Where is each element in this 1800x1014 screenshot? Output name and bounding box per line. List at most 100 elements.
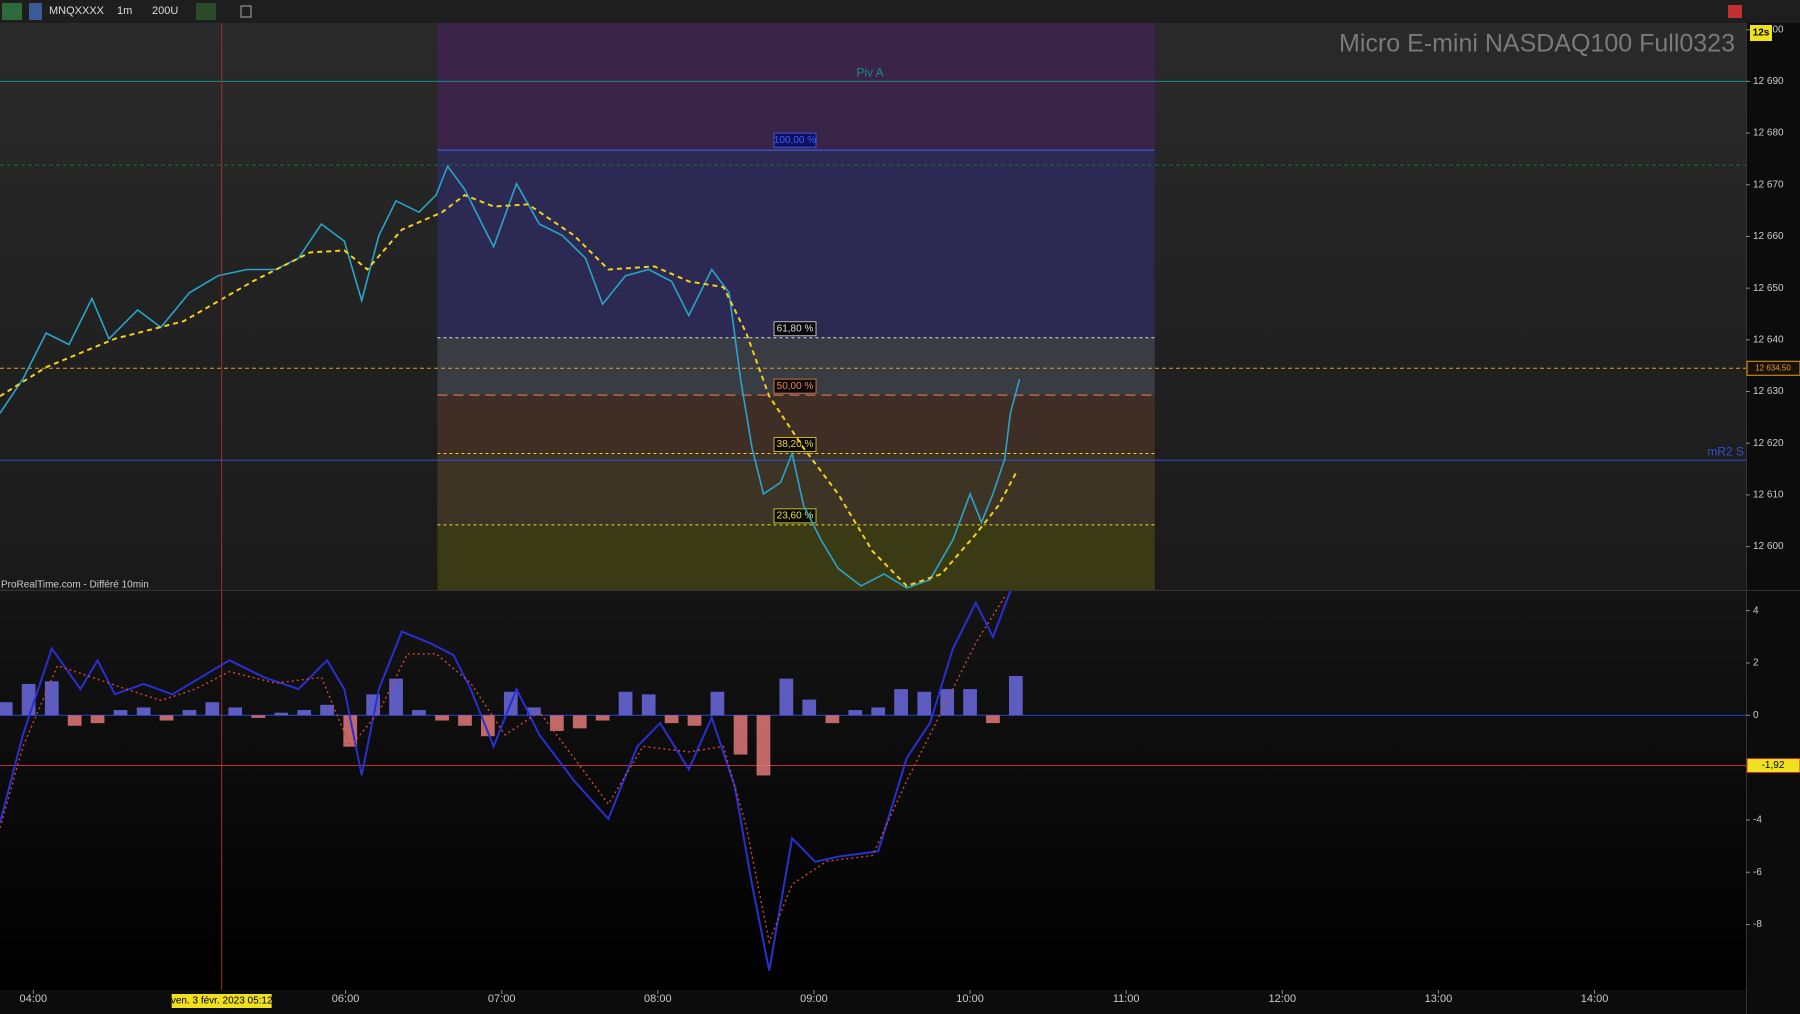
histogram-bar	[389, 678, 403, 716]
units[interactable]: 200U	[152, 5, 178, 17]
y-tick-label: -8	[1753, 919, 1762, 930]
y-tick-label: 12 620	[1753, 438, 1784, 449]
value-tag-label: -1,92	[1762, 760, 1785, 771]
y-tick-label: 12 680	[1753, 128, 1784, 139]
y-tick-label: -6	[1753, 867, 1762, 878]
value-tag-label: 12 634,50	[1755, 363, 1791, 372]
fib-zone	[437, 150, 1155, 338]
histogram-bar	[435, 715, 449, 721]
histogram-bar	[21, 683, 36, 716]
indicator-line	[0, 590, 1012, 971]
y-tick-label: 12 640	[1753, 334, 1784, 345]
icon[interactable]	[29, 3, 42, 20]
histogram-bar	[825, 715, 840, 724]
histogram-bar	[572, 715, 587, 729]
fib-zone	[437, 23, 1155, 151]
histogram-bar	[297, 710, 312, 716]
indicator-panel	[0, 591, 1746, 990]
histogram-bar	[963, 689, 977, 716]
fib-label: 38,20 %	[777, 439, 814, 450]
x-tick-label: 07:00	[488, 993, 516, 1005]
value-tag	[1746, 360, 1800, 376]
y-tick-label: 12 610	[1753, 490, 1784, 501]
x-tick-label: 06:00	[332, 993, 360, 1005]
y-tick-label: 12 670	[1753, 179, 1784, 190]
fib-label-box	[773, 378, 817, 394]
y-tick-label: 0	[1753, 710, 1759, 721]
x-tick-label: 10:00	[956, 993, 984, 1005]
histogram-bar	[756, 715, 771, 776]
y-tick-label: 12 690	[1753, 76, 1784, 87]
histogram-bar	[159, 715, 174, 721]
x-tick-label: 14:00	[1581, 993, 1609, 1005]
timeframe[interactable]: 1m	[117, 5, 132, 17]
x-tick-label: 08:00	[644, 993, 672, 1005]
histogram-bar	[0, 702, 13, 716]
sync-icon[interactable]	[1728, 5, 1742, 18]
fib-label: 61,80 %	[777, 323, 814, 334]
source-note: ProRealTime.com - Différé 10min	[1, 580, 149, 591]
badge-box	[1750, 25, 1772, 41]
info-icon[interactable]	[240, 5, 252, 18]
x-tick-label: 12:00	[1269, 993, 1297, 1005]
histogram-bar	[664, 715, 679, 724]
fib-label: 100,00 %	[774, 135, 816, 146]
y-tick-label: 2	[1753, 658, 1759, 669]
histogram-bar	[527, 707, 541, 716]
histogram-bar	[871, 707, 886, 716]
y-tick-label: -4	[1753, 815, 1762, 826]
histogram-bar	[274, 712, 289, 716]
fib-label: 23,60 %	[777, 511, 814, 522]
x-tick-label: 11:00	[1113, 993, 1140, 1005]
histogram-bar	[67, 715, 82, 726]
cursor-label-box	[171, 994, 272, 1008]
level-label: mR2 S	[1707, 444, 1744, 458]
chart-title: Micro E-mini NASDAQ100 Full0323	[1339, 30, 1735, 58]
histogram-bar	[641, 694, 656, 716]
toolbar	[0, 0, 1800, 23]
x-tick-label: 04:00	[20, 993, 48, 1005]
histogram-bar	[1008, 676, 1023, 716]
price-line	[0, 193, 1019, 588]
histogram-bar	[251, 715, 266, 718]
histogram-bar	[90, 715, 105, 724]
y-axis-band	[1746, 23, 1800, 1014]
histogram-bar	[228, 707, 243, 716]
histogram-bar	[205, 702, 220, 716]
histogram-bar	[917, 691, 932, 716]
histogram-bar	[687, 715, 702, 726]
fib-zone	[437, 524, 1155, 590]
level-label: Piv A	[856, 66, 883, 80]
fib-label: 50,00 %	[777, 381, 814, 392]
histogram-bar	[848, 710, 863, 716]
histogram-bar	[894, 689, 908, 716]
histogram-bar	[481, 715, 495, 737]
histogram-bar	[44, 681, 59, 716]
symbol[interactable]: MNQXXXX	[49, 5, 105, 17]
histogram-bar	[136, 707, 151, 716]
fib-label-box	[773, 437, 817, 452]
y-tick-label: 12 650	[1753, 283, 1784, 294]
histogram-bar	[549, 715, 564, 731]
x-axis-band	[0, 990, 1746, 1014]
fib-label-box	[773, 321, 817, 337]
histogram-bar	[113, 710, 128, 716]
histogram-bar	[618, 691, 633, 716]
cursor-label: ven. 3 févr. 2023 05:12	[171, 996, 273, 1007]
histogram-bar	[802, 699, 817, 716]
logo-icon	[2, 3, 22, 20]
indicator-line	[0, 596, 1006, 945]
y-tick-label: 4	[1753, 605, 1759, 616]
histogram-bar	[182, 710, 197, 716]
x-tick-label: 13:00	[1425, 993, 1453, 1005]
histogram-bar	[595, 715, 610, 721]
y-tick-label: 12 660	[1753, 231, 1784, 242]
fib-label-box	[773, 132, 817, 148]
y-tick-label: 12 600	[1753, 541, 1784, 552]
fib-label-box	[773, 508, 817, 524]
histogram-bar	[412, 710, 426, 716]
y-tick-label: 12 630	[1753, 386, 1784, 397]
histogram-bar	[779, 678, 794, 716]
histogram-bar	[458, 715, 472, 726]
indicator-icon[interactable]	[196, 3, 216, 20]
